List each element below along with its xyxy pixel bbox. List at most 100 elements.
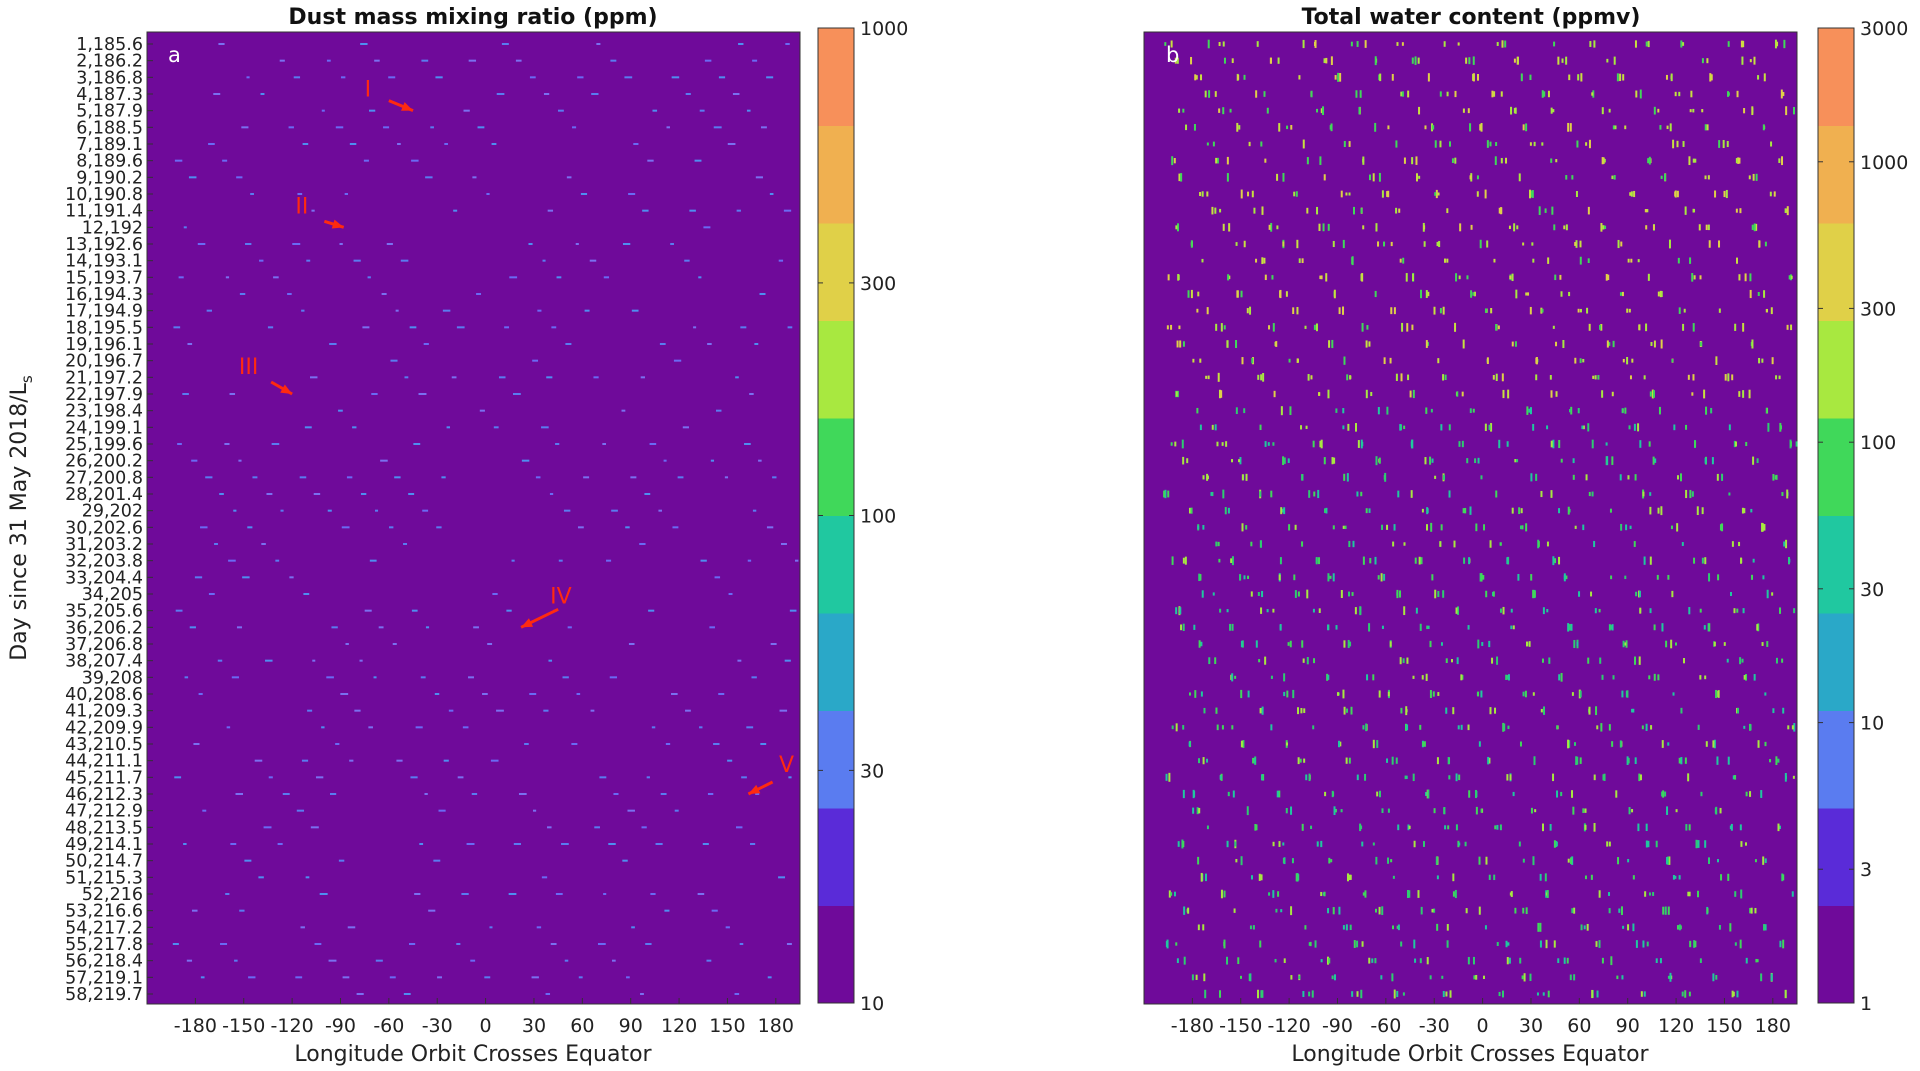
water-observation-mark — [1684, 757, 1687, 764]
dust-observation-mark — [229, 393, 236, 395]
water-observation-mark — [1743, 675, 1746, 680]
water-observation-mark — [1655, 958, 1658, 964]
dust-observation-mark — [321, 726, 325, 729]
dust-observation-mark — [397, 143, 401, 145]
water-observation-mark — [1505, 940, 1508, 948]
water-observation-mark — [1254, 823, 1257, 831]
dust-observation-mark — [306, 259, 311, 262]
water-observation-mark — [1168, 772, 1171, 782]
dust-observation-mark — [247, 526, 253, 529]
water-observation-mark — [1191, 974, 1194, 981]
water-observation-mark — [1303, 758, 1306, 763]
water-observation-mark — [1393, 307, 1396, 315]
water-observation-mark — [1727, 373, 1730, 382]
dust-observation-mark — [504, 326, 510, 329]
water-observation-mark — [1657, 674, 1660, 681]
water-observation-mark — [1376, 791, 1379, 797]
water-observation-mark — [1412, 389, 1415, 399]
dust-observation-mark — [749, 393, 754, 395]
dust-observation-mark — [222, 159, 228, 162]
water-observation-mark — [1647, 40, 1650, 48]
water-observation-mark — [1773, 191, 1776, 197]
dust-observation-mark — [383, 126, 390, 129]
water-observation-mark — [1473, 291, 1476, 297]
dust-observation-mark — [206, 309, 212, 312]
water-observation-mark — [1175, 607, 1178, 615]
panel-a-dust: Dust mass mixing ratio (ppm) a IIIIIIIVV… — [7, 5, 908, 1067]
water-observation-mark — [1532, 692, 1535, 696]
water-observation-mark — [1326, 673, 1329, 681]
dust-observation-mark — [640, 993, 644, 995]
annotation-label: III — [239, 355, 258, 380]
dust-observation-mark — [767, 976, 772, 979]
water-observation-mark — [1612, 125, 1615, 130]
water-observation-mark — [1469, 175, 1472, 180]
dust-observation-mark — [299, 476, 307, 479]
water-observation-mark — [1758, 357, 1761, 364]
water-observation-mark — [1439, 140, 1442, 148]
water-observation-mark — [1227, 791, 1230, 797]
dust-observation-mark — [289, 576, 294, 579]
water-observation-mark — [1495, 490, 1498, 498]
water-observation-mark — [1200, 872, 1203, 882]
colorbar-a-segment — [818, 808, 854, 906]
water-observation-mark — [1693, 940, 1696, 948]
water-observation-mark — [1487, 756, 1490, 765]
water-observation-mark — [1418, 556, 1421, 565]
water-observation-mark — [1683, 658, 1686, 664]
dust-observation-mark — [307, 709, 313, 712]
y-tick-label: 33,204.4 — [65, 568, 143, 588]
water-observation-mark — [1248, 973, 1251, 981]
colorbar-b-segment — [1818, 320, 1854, 419]
water-observation-mark — [1332, 525, 1335, 530]
water-observation-mark — [1458, 441, 1461, 447]
water-observation-mark — [1673, 424, 1676, 431]
water-observation-mark — [1745, 791, 1748, 797]
y-tick-label: 36,206.2 — [65, 618, 143, 638]
water-observation-mark — [1570, 623, 1573, 631]
water-observation-mark — [1521, 975, 1524, 980]
water-observation-mark — [1712, 973, 1715, 982]
dust-observation-mark — [577, 526, 584, 529]
water-observation-mark — [1745, 441, 1748, 447]
water-observation-mark — [1258, 659, 1261, 663]
dust-observation-mark — [651, 726, 656, 729]
water-observation-mark — [1597, 375, 1600, 380]
water-observation-mark — [1374, 556, 1377, 565]
dust-observation-mark — [456, 943, 461, 945]
annotation-arrowhead — [748, 784, 761, 794]
water-observation-mark — [1378, 457, 1381, 464]
water-observation-mark — [1432, 691, 1435, 697]
dust-observation-mark — [473, 626, 479, 629]
water-observation-mark — [1362, 892, 1365, 896]
water-observation-mark — [1309, 941, 1312, 947]
y-tick-label: 26,200.2 — [65, 452, 143, 472]
dust-observation-mark — [550, 943, 557, 945]
dust-observation-mark — [670, 243, 674, 245]
water-observation-mark — [1705, 224, 1708, 231]
water-observation-mark — [1666, 806, 1669, 815]
water-observation-mark — [1456, 657, 1459, 665]
water-observation-mark — [1608, 908, 1611, 914]
water-observation-mark — [1766, 641, 1769, 647]
dust-observation-mark — [718, 693, 725, 695]
water-observation-mark — [1298, 975, 1301, 980]
water-observation-mark — [1631, 808, 1634, 813]
water-observation-mark — [1171, 725, 1174, 730]
water-observation-mark — [1700, 791, 1703, 797]
dust-observation-mark — [714, 576, 721, 579]
water-observation-mark — [1426, 625, 1429, 630]
y-tick-label: 31,203.2 — [65, 535, 143, 555]
water-observation-mark — [1569, 123, 1572, 132]
colorbar-b-segment — [1818, 28, 1854, 126]
water-observation-mark — [1757, 75, 1760, 80]
water-observation-mark — [1431, 123, 1434, 132]
water-observation-mark — [1325, 273, 1328, 282]
water-observation-mark — [1694, 440, 1697, 448]
water-observation-mark — [1276, 225, 1279, 230]
water-observation-mark — [1454, 889, 1457, 899]
water-observation-mark — [1480, 475, 1483, 480]
dust-observation-mark — [542, 259, 546, 262]
water-observation-mark — [1190, 507, 1193, 514]
water-observation-mark — [1179, 340, 1182, 348]
